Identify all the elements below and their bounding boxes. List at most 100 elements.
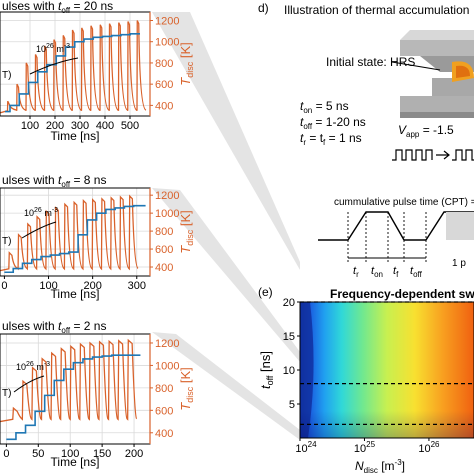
x-tick-label: 0 <box>1 280 7 292</box>
x-tick-label: 400 <box>96 120 114 132</box>
density-arrow <box>21 221 57 239</box>
density-exp: 26 <box>46 43 54 50</box>
x-tick-label: 100 <box>21 120 39 132</box>
cpt-label: cummulative pulse time (CPT) = a <box>334 197 474 208</box>
pulse-train-arrow <box>436 150 450 160</box>
svg-text:tr: tr <box>353 265 359 279</box>
density-base: 10 <box>16 362 26 372</box>
seg-tr: t <box>353 265 357 277</box>
heatmap-title: Frequency-dependent swit <box>330 287 474 301</box>
y-tick-label-right: 600 <box>155 244 173 256</box>
x-tick-label: 100 <box>61 448 79 460</box>
pulse-parameters: ton = 5 ns toff = 1-20 ns tr = tf = 1 ns <box>300 99 366 147</box>
chart-title: ulses with toff = 20 ns <box>2 0 113 15</box>
chart-toff-20ns: ulses with toff = 20 ns 100 200 300 400 500 Ti… <box>0 0 195 143</box>
heatmap-x-tick-exp: 24 <box>308 440 317 449</box>
connector-beam-low <box>152 332 300 440</box>
svg-text:tr = tf = 1 ns: tr = tf = 1 ns <box>300 131 362 147</box>
x-label-unit: [m <box>378 459 395 473</box>
seg-tr-sub: r <box>356 270 359 279</box>
x-axis-label: Time [ns] <box>51 455 100 469</box>
chart-title: ulses with toff = 2 ns <box>2 319 106 335</box>
heatmap-x-tick-label: 1025 <box>354 440 376 455</box>
heatmap-y-tick-label: 15 <box>283 331 295 343</box>
x-axis-label: Time [ns] <box>51 129 100 143</box>
svg-text:toff: toff <box>410 265 423 279</box>
y-tick-label-right: 1000 <box>155 208 179 220</box>
density-exp: 26 <box>34 207 42 214</box>
density-unit-exp: -3 <box>64 43 70 50</box>
x-tick-label: 150 <box>93 448 111 460</box>
heatmap-shade <box>300 302 474 438</box>
x-label-n: N <box>355 459 364 473</box>
heatmap-y-tick-label: 5 <box>289 399 295 411</box>
density-base: 10 <box>24 208 34 218</box>
svg-text:Vapp = -1.5: Vapp = -1.5 <box>398 123 454 139</box>
pulse-shape <box>318 211 474 241</box>
y-label-t: T <box>178 245 193 254</box>
seg-ton: t <box>371 265 375 277</box>
device-illustration <box>400 30 474 118</box>
param-ton-sub: on <box>303 106 312 115</box>
partial-label: T) <box>2 236 11 247</box>
chart-title-value: = 2 ns <box>70 319 106 333</box>
ndisc-series-line <box>5 32 140 113</box>
chart-title-sub: off <box>61 326 71 335</box>
panel-e-letter: (e) <box>258 285 273 299</box>
density-annotation: 1026 m-3 <box>24 207 58 218</box>
y-label-sub: disc <box>185 61 195 78</box>
y-tick-label-right: 800 <box>155 226 173 238</box>
chart-title-value: = 8 ns <box>70 173 106 187</box>
heatmap-x-tick-base: 10 <box>418 443 430 455</box>
x-tick-label: 50 <box>32 448 44 460</box>
y-label-unit: [K] <box>178 42 193 62</box>
svg-text:toff = 1-20 ns: toff = 1-20 ns <box>300 115 366 131</box>
partial-label: T) <box>2 70 11 81</box>
heatmap-y-axis-label: toff [ns] <box>258 351 275 389</box>
tdisc-series-line <box>0 338 138 423</box>
chart-title-text: ulses with <box>2 319 58 333</box>
density-unit-exp: -3 <box>52 207 58 214</box>
y-tick-label-right: 1200 <box>155 338 179 350</box>
density-annotation: 1026 m-3 <box>16 361 50 372</box>
density-unit: m <box>54 44 64 54</box>
x-tick-label: 300 <box>128 280 146 292</box>
x-tick-label: 200 <box>125 448 143 460</box>
y-tick-label-right: 1200 <box>155 15 179 27</box>
tdisc-series-line <box>0 194 139 272</box>
chart-title-sub: off <box>61 180 71 189</box>
x-tick-label: 200 <box>83 280 101 292</box>
heatmap-x-tick-base: 10 <box>295 443 307 455</box>
density-unit: m <box>42 208 52 218</box>
y-tick-label-right: 1000 <box>155 37 179 49</box>
y-axis-label-right: Tdisc [K] <box>178 367 195 410</box>
param-toff: t <box>300 115 304 129</box>
y-tick-label-right: 1200 <box>155 190 179 202</box>
v-app-sub: app <box>406 130 420 139</box>
y-label-sub: disc <box>185 386 195 403</box>
x-tick-label: 500 <box>121 120 139 132</box>
partial-label: T) <box>2 388 11 399</box>
x-tick-label: 300 <box>71 120 89 132</box>
param-tr-value: = 1 ns <box>325 131 361 145</box>
chart-title-sub: off <box>61 6 71 15</box>
initial-state-arrow <box>391 61 441 71</box>
y-tick-label-right: 400 <box>155 100 173 112</box>
y-axis-label-right: Tdisc [K] <box>178 42 195 85</box>
density-exp: 26 <box>26 361 34 368</box>
v-app-value: = -1.5 <box>419 123 454 137</box>
chart-toff-8ns: ulses with toff = 8 ns 0 100 200 300 Time [ns… <box>0 173 195 301</box>
param-toff-value: = 1-20 ns <box>312 115 366 129</box>
svg-text:ton: ton <box>371 265 383 279</box>
y-label-sub: off <box>265 375 275 385</box>
x-label-exp: -3 <box>395 458 403 467</box>
pulse-train-icon-2 <box>452 149 474 161</box>
chart-title-value: = 20 ns <box>70 0 113 13</box>
y-label-t: T <box>178 402 193 411</box>
chart-title-t: t <box>58 0 62 13</box>
x-tick-label: 100 <box>39 280 57 292</box>
chart-title-text: ulses with <box>2 173 58 187</box>
chart-title-t: t <box>58 319 62 333</box>
heatmap-x-tick-exp: 25 <box>366 440 375 449</box>
